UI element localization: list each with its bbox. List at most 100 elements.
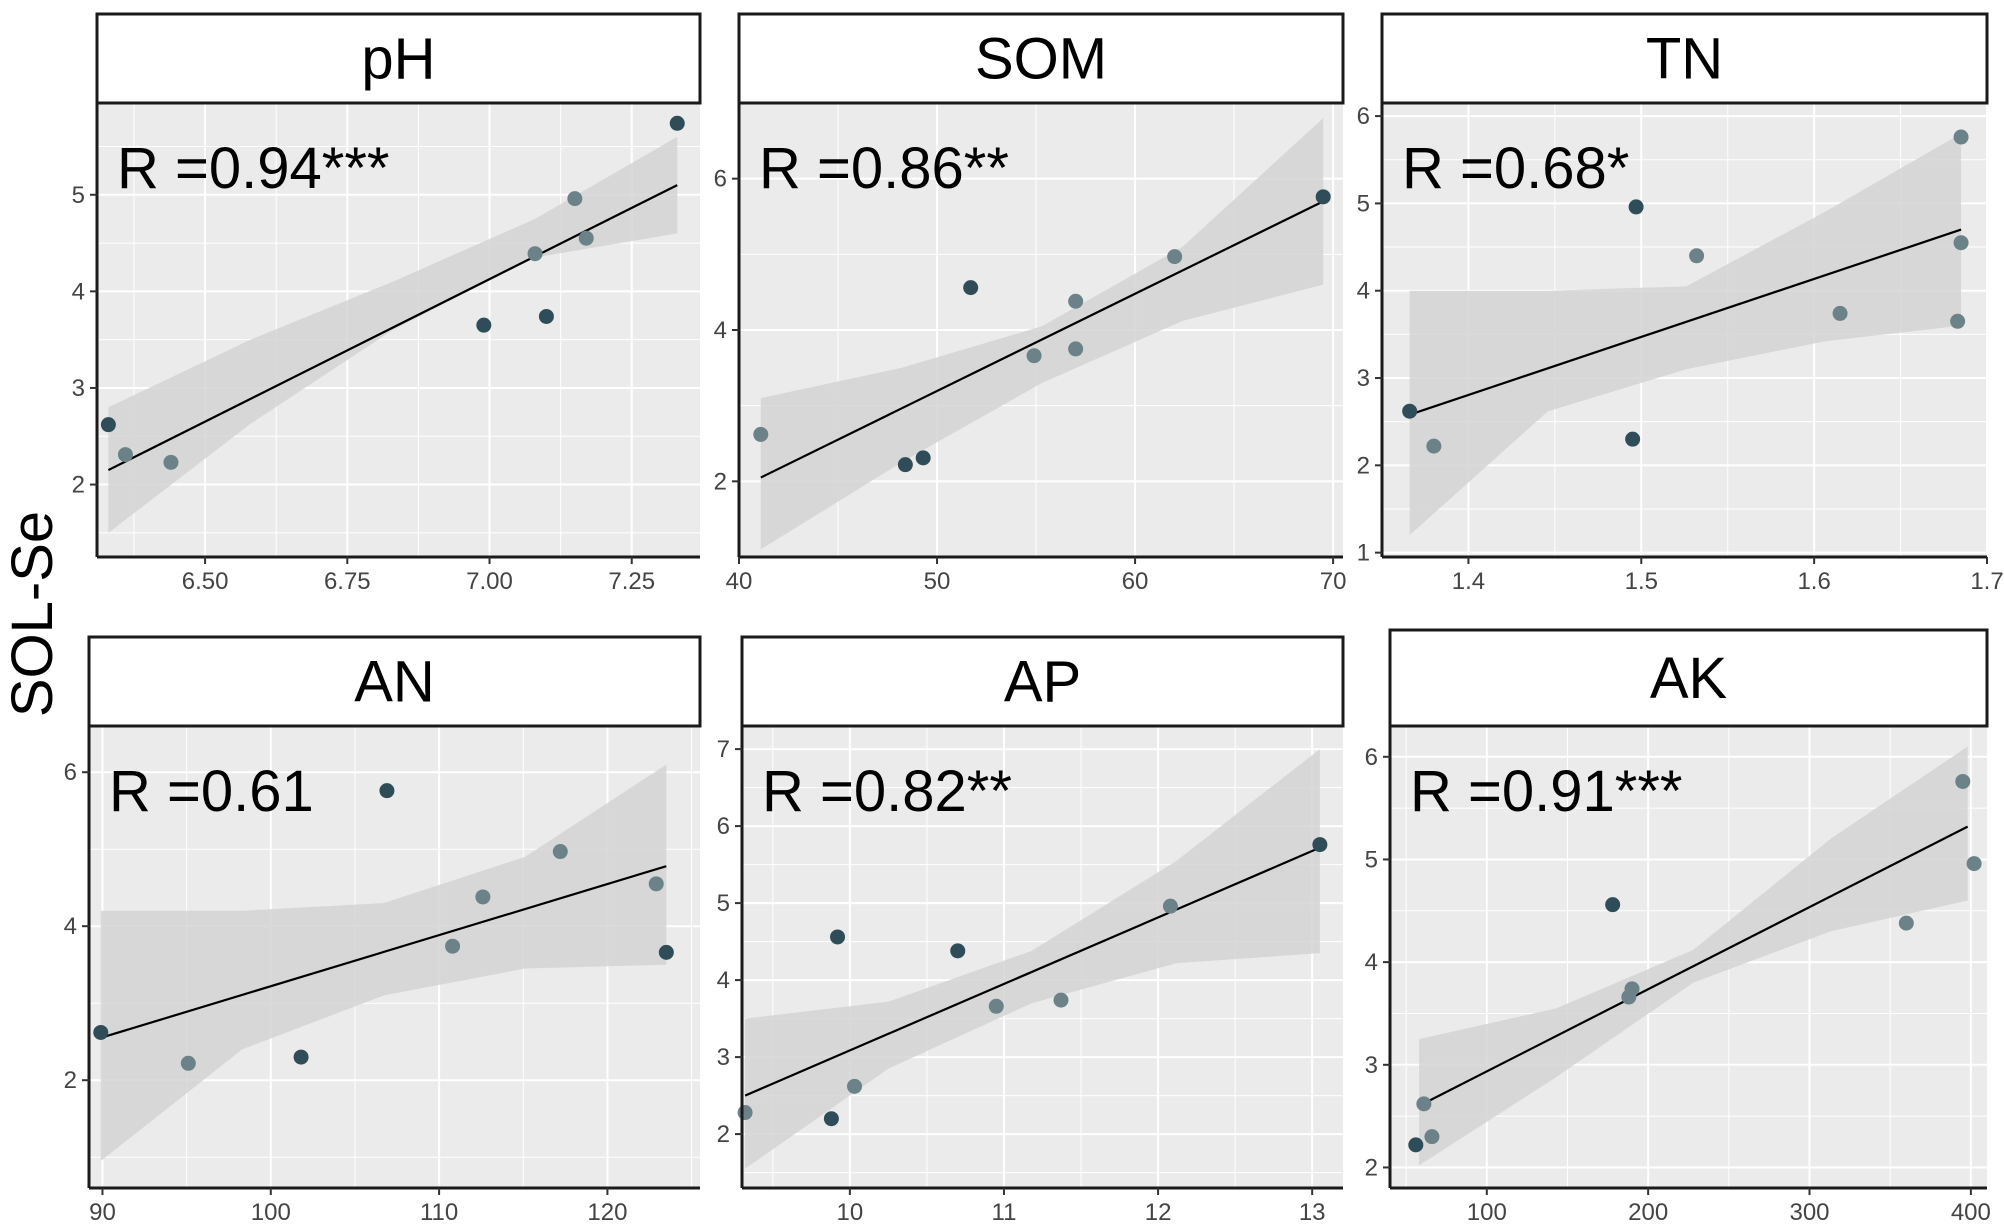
facet-strip <box>740 635 1345 728</box>
data-point <box>1053 992 1069 1008</box>
correlation-label: R =0.94*** <box>117 136 389 201</box>
x-tick-label: 13 <box>1299 1199 1326 1226</box>
regression-line <box>760 200 1324 479</box>
data-point <box>567 191 583 207</box>
facet-title: SOM <box>975 27 1107 92</box>
data-point <box>897 457 913 473</box>
panel-som: SOM R =0.86** 40 50 60 70 2 4 6 <box>714 12 1347 595</box>
facet-strip <box>87 635 702 728</box>
data-point <box>1068 341 1084 357</box>
x-tick-label: 50 <box>924 568 951 595</box>
data-point <box>846 1078 862 1094</box>
y-tick-label: 3 <box>1365 1052 1378 1079</box>
y-tick-label: 2 <box>714 468 727 495</box>
x-tick-label: 110 <box>420 1199 458 1226</box>
x-tick-label: 70 <box>1320 568 1347 595</box>
x-tick-label: 12 <box>1145 1199 1172 1226</box>
regression-line <box>100 865 667 1039</box>
data-point <box>1898 915 1914 931</box>
facet-title: AK <box>1650 646 1728 711</box>
data-point <box>1950 313 1966 329</box>
data-point <box>1162 898 1178 914</box>
data-point <box>963 280 979 296</box>
x-tick-label: 90 <box>89 1199 116 1226</box>
facet-title: pH <box>361 27 435 92</box>
data-point <box>669 115 685 131</box>
data-point <box>1955 773 1971 789</box>
y-tick-label: 5 <box>72 182 85 209</box>
x-tick-label: 1.5 <box>1625 568 1658 595</box>
data-point <box>1424 1129 1440 1145</box>
data-point <box>658 944 674 960</box>
data-point <box>445 938 461 954</box>
data-point <box>988 998 1004 1014</box>
data-point <box>1966 856 1982 872</box>
facet-strip <box>1388 628 1989 728</box>
confidence-band <box>1409 133 1962 536</box>
confidence-band <box>1419 746 1968 1166</box>
panel-tn: TN R =0.68* 1.4 1.5 1.6 1.7 1 2 3 4 5 6 <box>1357 12 2004 595</box>
y-tick-label: 1 <box>1357 540 1370 567</box>
data-point <box>830 929 846 945</box>
x-tick-label: 6.50 <box>182 568 229 595</box>
x-tick-label: 1.6 <box>1797 568 1830 595</box>
x-tick-label: 11 <box>992 1199 1017 1226</box>
data-point <box>1026 348 1042 364</box>
data-point <box>476 317 492 333</box>
data-point <box>753 426 769 442</box>
correlation-label: R =0.68* <box>1402 136 1629 201</box>
y-tick-label: 6 <box>64 759 77 786</box>
data-point <box>552 844 568 860</box>
confidence-band <box>100 764 667 1162</box>
confidence-band <box>760 118 1324 550</box>
y-tick-label: 4 <box>714 317 727 344</box>
data-point <box>1689 248 1705 264</box>
data-point <box>1426 438 1442 454</box>
data-point <box>1625 431 1641 447</box>
y-axis-title: SOL-Se <box>0 511 65 717</box>
data-point <box>1312 837 1328 853</box>
x-tick-label: 1.7 <box>1970 568 2003 595</box>
data-point <box>823 1111 839 1127</box>
y-tick-label: 2 <box>717 1121 730 1148</box>
data-point <box>1068 293 1084 309</box>
panel-ap: AP R =0.82** 10 11 12 13 2 3 4 5 6 7 <box>717 635 1345 1226</box>
y-tick-label: 2 <box>64 1067 77 1094</box>
x-tick-label: 100 <box>251 1199 291 1226</box>
y-tick-label: 6 <box>1357 103 1370 130</box>
facet-title: AN <box>354 650 435 715</box>
data-point <box>163 454 179 470</box>
data-point <box>1953 235 1969 251</box>
y-tick-label: 3 <box>1357 365 1370 392</box>
y-tick-label: 3 <box>72 375 85 402</box>
confidence-band <box>108 136 678 533</box>
data-point <box>475 889 491 905</box>
x-tick-label: 7.00 <box>466 568 513 595</box>
y-tick-label: 5 <box>717 890 730 917</box>
data-point <box>737 1105 753 1121</box>
data-point <box>1408 1137 1424 1153</box>
x-tick-label: 400 <box>1951 1199 1991 1226</box>
panel-grid: pH R =0.94*** 6.50 6.75 7.00 7.25 2 3 4 5 SOM R =0.… <box>64 12 2004 1226</box>
y-tick-label: 2 <box>72 472 85 499</box>
data-point <box>915 450 931 466</box>
data-point <box>379 783 395 799</box>
y-tick-label: 3 <box>717 1044 730 1071</box>
regression-line <box>1418 825 1969 1107</box>
data-point <box>93 1024 109 1040</box>
x-tick-label: 100 <box>1467 1199 1507 1226</box>
y-tick-label: 7 <box>717 736 730 763</box>
x-tick-label: 40 <box>726 568 753 595</box>
y-tick-label: 4 <box>1357 278 1370 305</box>
data-point <box>1628 199 1644 215</box>
y-tick-label: 6 <box>717 813 730 840</box>
correlation-label: R =0.91*** <box>1410 759 1682 824</box>
regression-line <box>1409 228 1962 416</box>
y-tick-label: 4 <box>72 278 85 305</box>
facet-strip <box>737 12 1345 105</box>
correlation-label: R =0.86** <box>759 136 1009 201</box>
facet-title: TN <box>1646 27 1723 92</box>
data-point <box>1402 403 1418 419</box>
panel-background <box>97 103 700 557</box>
